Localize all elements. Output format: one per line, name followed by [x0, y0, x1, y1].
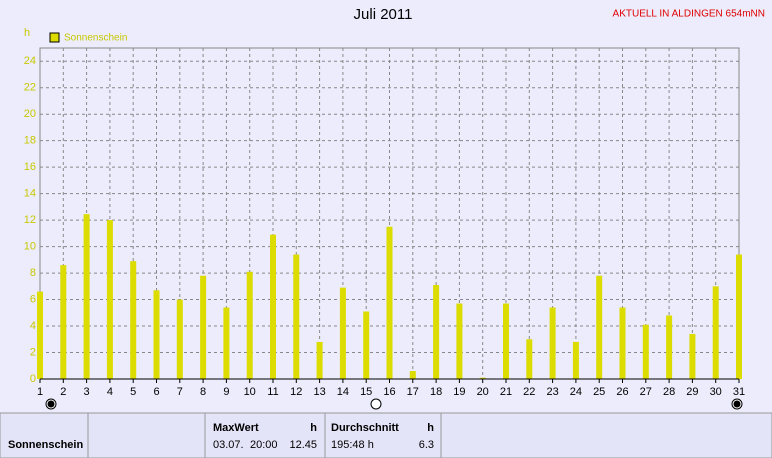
- x-tick-label: 4: [107, 386, 113, 398]
- x-tick-label: 1: [37, 386, 43, 398]
- y-tick-label: 24: [24, 55, 36, 67]
- y-tick-label: 14: [24, 188, 36, 200]
- x-tick-label: 22: [523, 386, 535, 398]
- bar: [223, 307, 230, 379]
- column-header: MaxWert: [213, 422, 259, 434]
- y-tick-label: 12: [24, 214, 36, 226]
- legend-label: Sonnenschein: [64, 33, 127, 44]
- legend-swatch: [49, 32, 60, 43]
- x-tick-label: 21: [500, 386, 512, 398]
- bar: [293, 254, 300, 379]
- bar: [736, 254, 742, 379]
- x-tick-label: 25: [593, 386, 605, 398]
- moon-icon: [370, 398, 382, 410]
- bar: [176, 299, 183, 379]
- moon-icon-dark: [47, 400, 55, 408]
- column-header: Durchschnitt: [331, 422, 399, 434]
- bar: [270, 234, 276, 379]
- bar: [106, 220, 113, 379]
- cell: 12.45: [289, 439, 317, 451]
- y-tick-label: 0: [30, 373, 36, 385]
- x-tick-label: 31: [733, 386, 745, 398]
- cell: 03.07.: [213, 439, 244, 451]
- x-tick-label: 10: [244, 386, 256, 398]
- x-tick-label: 20: [477, 386, 489, 398]
- x-tick-label: 5: [130, 386, 136, 398]
- bar: [456, 303, 463, 379]
- x-tick-label: 13: [313, 386, 325, 398]
- x-tick-label: 28: [663, 386, 675, 398]
- column-unit: h: [427, 422, 434, 434]
- bar: [316, 341, 323, 379]
- bar: [386, 226, 393, 379]
- y-tick-label: 10: [24, 241, 36, 253]
- bar: [200, 275, 207, 379]
- chart-title: Juli 2011: [354, 6, 413, 23]
- bar: [689, 333, 696, 379]
- bar: [549, 307, 556, 379]
- summary-table: Sonnenschein MaxWert h 03.07. 20:00 12.4…: [0, 412, 772, 458]
- y-tick-label: 6: [30, 293, 36, 305]
- bar: [642, 324, 649, 379]
- cell: 20:00: [250, 439, 278, 451]
- bar: [503, 303, 509, 379]
- x-tick-label: 6: [153, 386, 159, 398]
- bar: [712, 286, 719, 379]
- table-bg: [0, 412, 772, 458]
- bar: [526, 339, 533, 379]
- bar: [666, 315, 673, 379]
- cell: 195:48 h: [331, 439, 374, 451]
- y-tick-label: 20: [24, 108, 36, 120]
- bar: [596, 275, 603, 379]
- x-tick-label: 18: [430, 386, 442, 398]
- bar: [339, 287, 346, 379]
- y-tick-label: 4: [30, 320, 36, 332]
- bar: [479, 377, 486, 379]
- x-tick-label: 26: [616, 386, 628, 398]
- y-tick-label: 18: [24, 135, 36, 147]
- bar: [130, 261, 137, 379]
- y-tick-label: 16: [24, 161, 36, 173]
- note: AKTUELL IN ALDINGEN 654mNN: [613, 9, 765, 20]
- bar: [572, 341, 579, 379]
- y-tick-label: 22: [24, 82, 36, 94]
- x-tick-label: 14: [337, 386, 349, 398]
- cell: 6.3: [419, 439, 434, 451]
- bar: [246, 271, 253, 379]
- x-tick-label: 19: [453, 386, 465, 398]
- bar: [37, 291, 43, 379]
- moon-icon-dark: [733, 400, 741, 408]
- bar: [153, 290, 160, 379]
- x-tick-label: 16: [383, 386, 395, 398]
- x-tick-label: 9: [223, 386, 229, 398]
- x-tick-label: 23: [546, 386, 558, 398]
- bar: [83, 214, 90, 379]
- y-tick-label: 2: [30, 346, 36, 358]
- x-tick-label: 2: [60, 386, 66, 398]
- x-tick-label: 15: [360, 386, 372, 398]
- x-tick-label: 30: [710, 386, 722, 398]
- x-tick-label: 8: [200, 386, 206, 398]
- bar: [363, 311, 370, 379]
- x-tick-label: 17: [407, 386, 419, 398]
- x-tick-label: 7: [177, 386, 183, 398]
- x-tick-label: 27: [640, 386, 652, 398]
- x-tick-label: 3: [84, 386, 90, 398]
- bar: [409, 371, 416, 379]
- x-tick-label: 11: [267, 386, 278, 398]
- bar: [60, 265, 67, 379]
- x-tick-label: 29: [686, 386, 698, 398]
- x-tick-label: 24: [570, 386, 582, 398]
- y-axis-label: h: [24, 27, 30, 39]
- y-tick-label: 8: [30, 267, 36, 279]
- bar: [619, 307, 626, 379]
- x-tick-label: 12: [290, 386, 302, 398]
- bar: [433, 284, 440, 379]
- row-label: Sonnenschein: [8, 439, 83, 451]
- column-unit: h: [310, 422, 317, 434]
